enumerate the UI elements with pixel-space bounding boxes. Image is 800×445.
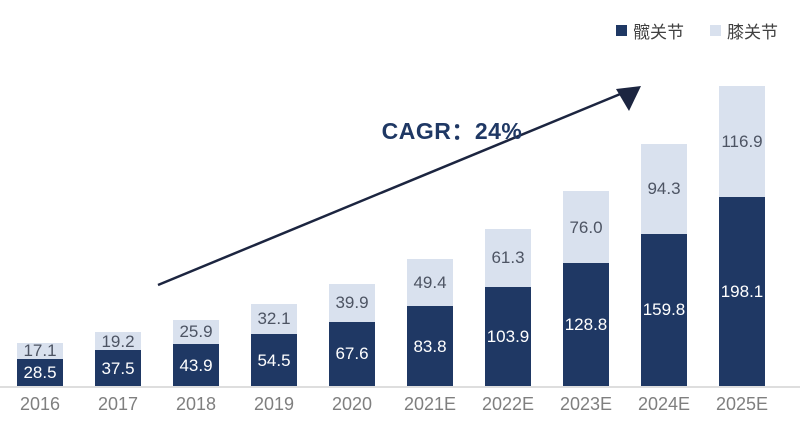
x-axis-label: 2022E (481, 394, 535, 414)
bar-value-label: 54.5 (257, 350, 291, 370)
bar-value-label: 159.8 (642, 300, 686, 320)
bar-segment-knee: 19.2 (95, 331, 141, 351)
x-axis-label: 2016 (19, 394, 61, 414)
bar-segment-knee: 25.9 (173, 319, 219, 345)
bar-segment-hip: 37.5 (95, 350, 141, 386)
bar-value-label: 25.9 (179, 322, 213, 342)
x-axis-label: 2024E (637, 394, 691, 414)
x-axis-line (0, 386, 800, 388)
cagr-annotation: CAGR：24% (381, 118, 523, 144)
bar-value-label: 103.9 (486, 327, 530, 347)
bar-value-label: 28.5 (23, 362, 57, 382)
legend-label-hip: 髋关节 (633, 23, 684, 42)
legend: 髋关节 膝关节 (616, 18, 778, 43)
bar-segment-knee: 32.1 (251, 303, 297, 335)
bar-value-label: 198.1 (720, 282, 764, 302)
bar-value-label: 61.3 (491, 248, 525, 268)
bar-segment-hip: 83.8 (407, 306, 453, 386)
bar-segment-knee: 116.9 (719, 86, 765, 198)
bar-value-label: 17.1 (23, 341, 57, 361)
legend-item-knee: 膝关节 (710, 18, 778, 43)
bar-segment-knee: 61.3 (485, 228, 531, 288)
x-axis-label: 2020 (331, 394, 373, 414)
x-axis-label: 2025E (715, 394, 769, 414)
bar-value-label: 32.1 (257, 309, 291, 329)
bar-value-label: 37.5 (101, 358, 135, 378)
bar-segment-hip: 28.5 (17, 358, 63, 386)
bar-value-label: 83.8 (413, 336, 447, 356)
bar-segment-knee: 39.9 (329, 283, 375, 322)
bar-segment-knee: 94.3 (641, 144, 687, 234)
x-axis-label: 2023E (559, 394, 613, 414)
bar-segment-knee: 17.1 (17, 341, 63, 361)
x-axis-label: 2019 (253, 394, 295, 414)
bar-value-label: 116.9 (721, 132, 763, 152)
legend-label-knee: 膝关节 (727, 23, 778, 42)
x-axis-label: 2017 (97, 394, 139, 414)
x-axis-label: 2018 (175, 394, 217, 414)
bar-value-label: 76.0 (569, 217, 603, 237)
bar-value-label: 128.8 (564, 315, 608, 335)
bar-segment-hip: 54.5 (251, 334, 297, 386)
bar-segment-hip: 67.6 (329, 321, 375, 386)
bar-segment-hip: 198.1 (719, 197, 765, 386)
bar-segment-hip: 43.9 (173, 344, 219, 386)
bar-segment-knee: 76.0 (563, 191, 609, 264)
bar-value-label: 49.4 (413, 273, 447, 293)
bar-segment-hip: 103.9 (485, 287, 531, 386)
bar-value-label: 39.9 (335, 293, 369, 313)
x-axis-label: 2021E (403, 394, 457, 414)
bar-value-label: 94.3 (647, 179, 681, 199)
bar-segment-hip: 159.8 (641, 233, 687, 386)
legend-item-hip: 髋关节 (616, 18, 684, 43)
legend-swatch-hip-icon (616, 25, 627, 36)
bar-value-label: 67.6 (335, 344, 369, 364)
bar-segment-knee: 49.4 (407, 259, 453, 307)
bar-value-label: 19.2 (101, 331, 135, 351)
bar-value-label: 43.9 (179, 355, 213, 375)
bar-segment-hip: 128.8 (563, 263, 609, 386)
legend-swatch-knee-icon (710, 25, 721, 36)
